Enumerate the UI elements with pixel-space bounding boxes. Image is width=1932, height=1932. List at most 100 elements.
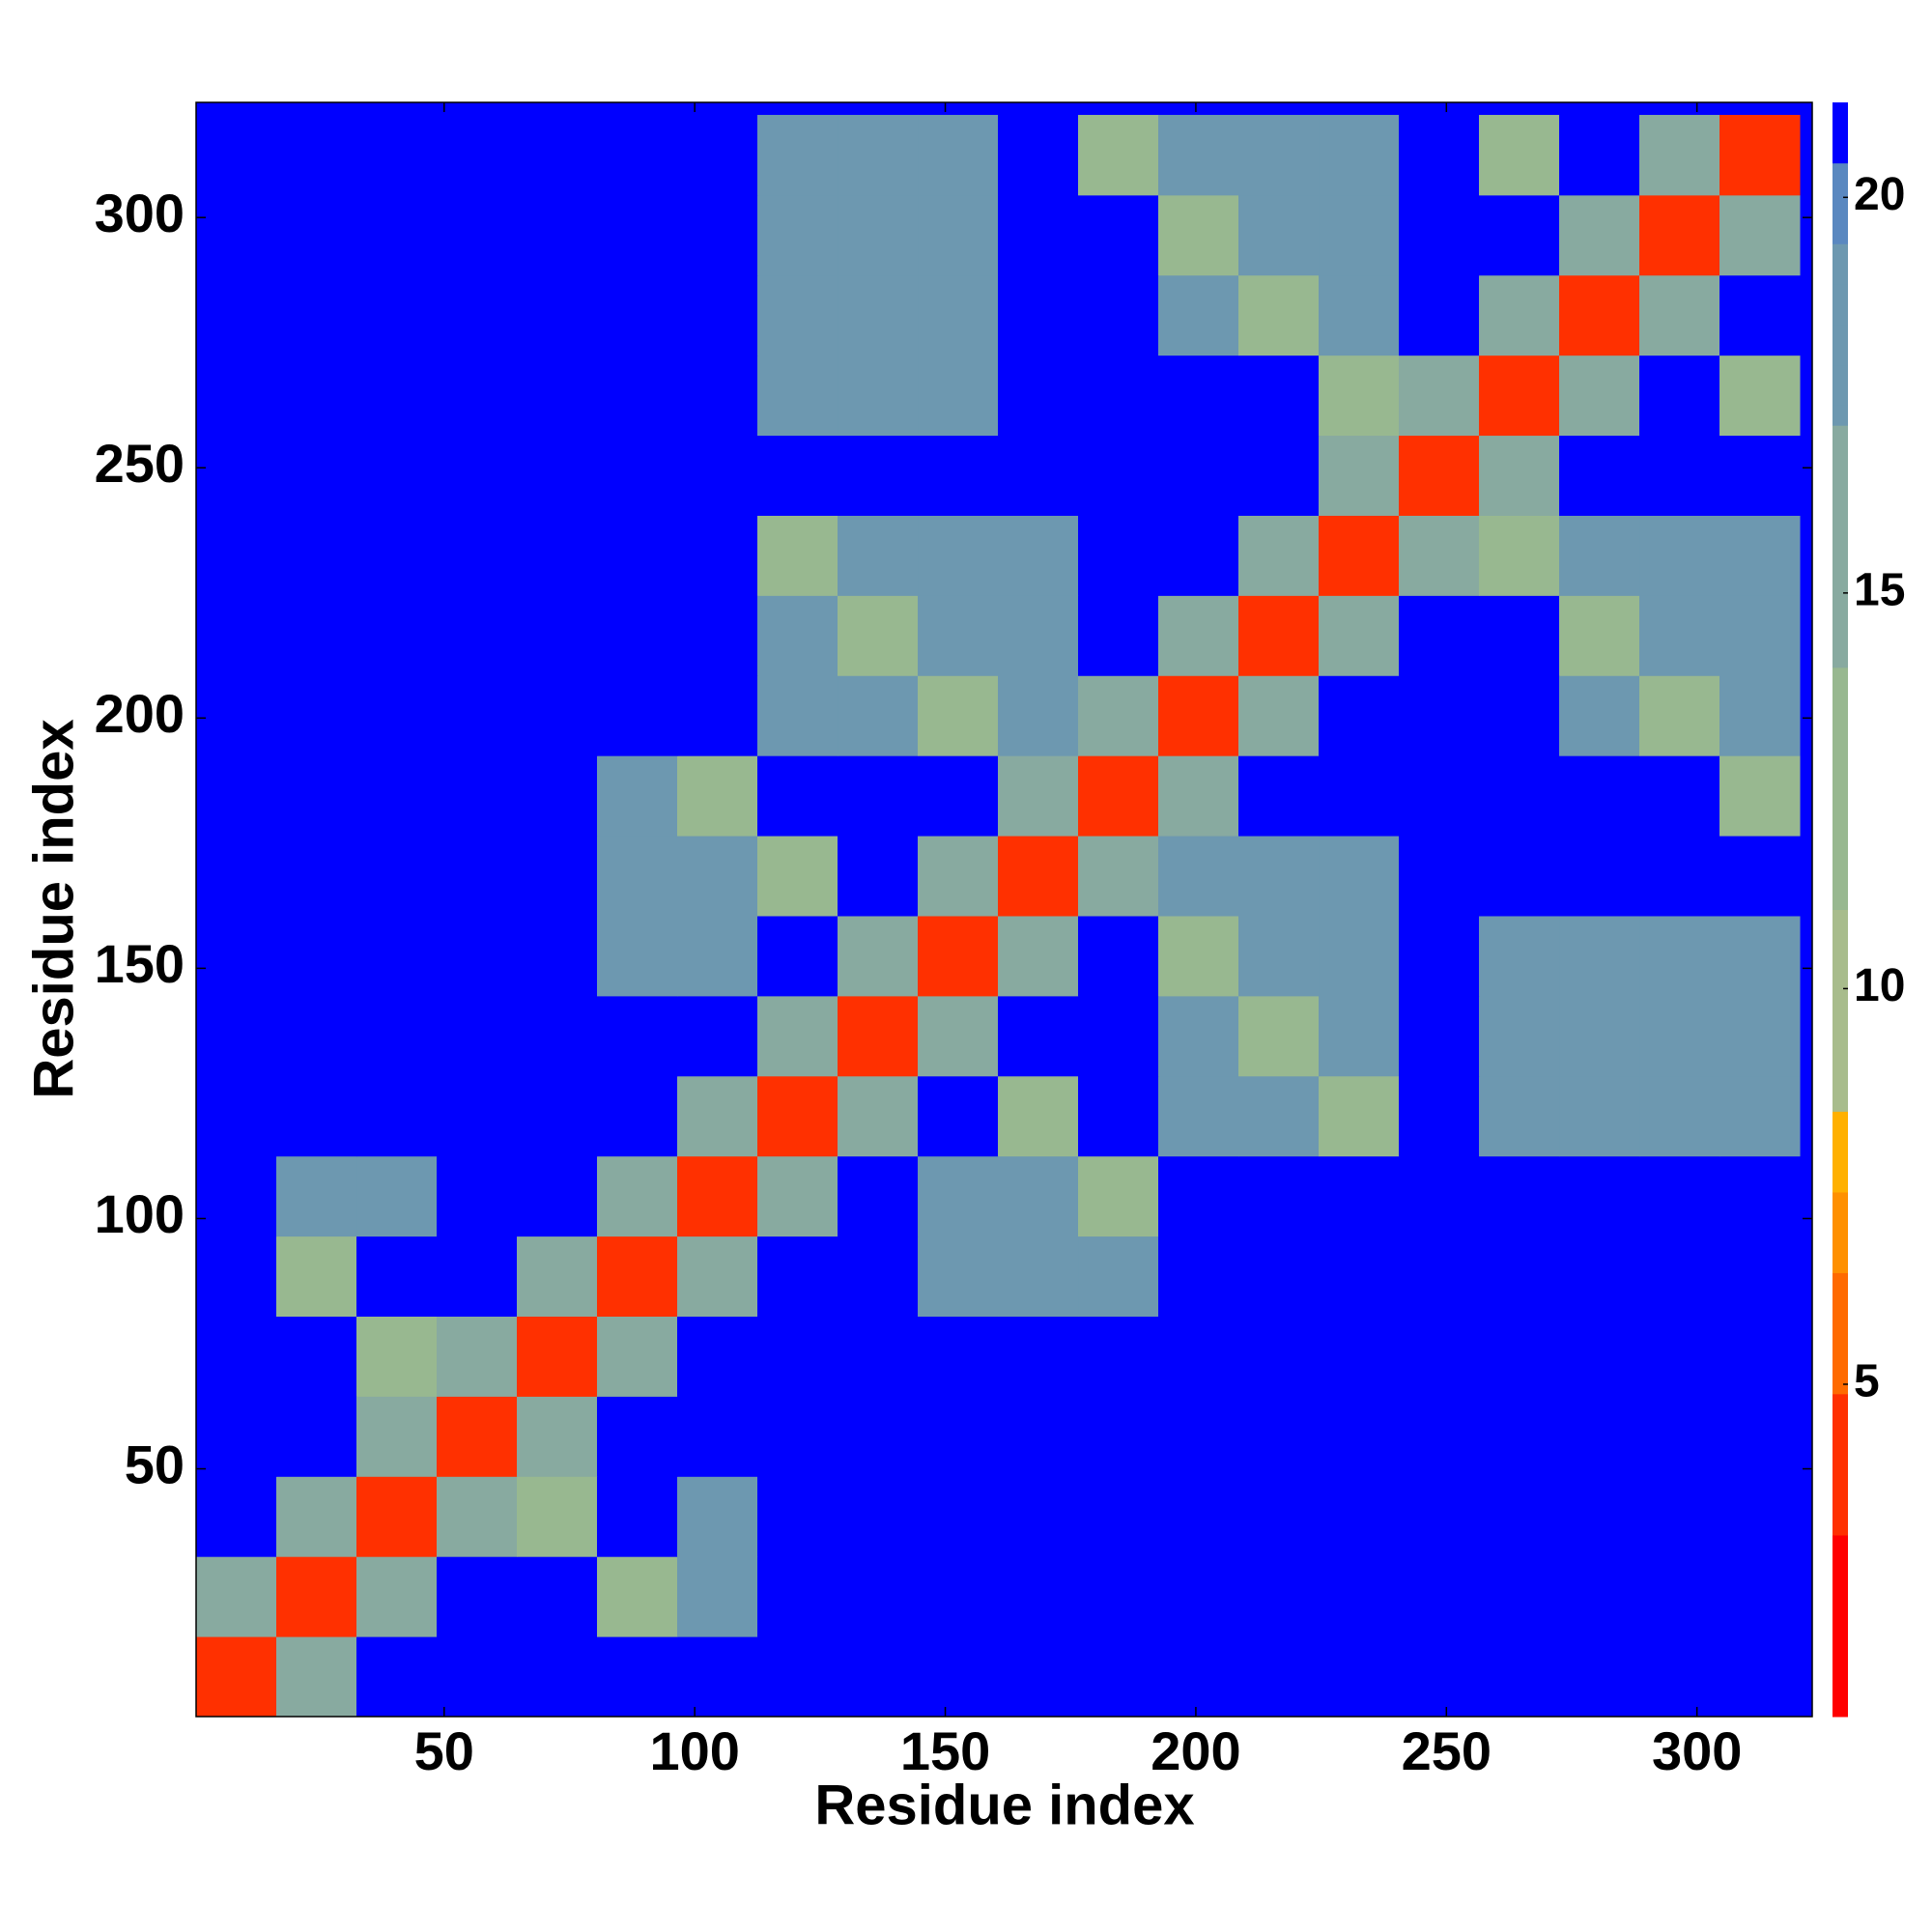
colorbar-band [1833,405,1848,426]
heatmap-cell [998,1556,1079,1637]
heatmap-cell [517,1236,598,1317]
heatmap-cell [1078,995,1159,1077]
heatmap-cell [998,1155,1079,1237]
heatmap-cell [838,355,919,437]
heatmap-cell [437,194,518,276]
heatmap-cell [1238,515,1320,596]
heatmap-cell [838,755,919,837]
heatmap-cell [1399,675,1480,756]
heatmap-cell [1319,194,1400,276]
heatmap-cell [517,515,598,596]
heatmap-cell [437,515,518,596]
heatmap-cell [1639,114,1720,196]
heatmap-cell [998,1396,1079,1477]
heatmap-cell [1238,435,1320,516]
colorbar-band [1833,1575,1848,1597]
heatmap-cell [1479,1476,1560,1557]
heatmap-cell [1399,595,1480,676]
heatmap-cell [1158,1316,1239,1397]
heatmap-cell [918,1075,999,1157]
colorbar-band [1833,546,1848,567]
heatmap-cell [1479,1155,1560,1237]
axes: 50 100 150 200 250 300 50 100 150 200 250 300 [95,101,1813,1781]
heatmap [196,102,1812,1718]
colorbar-tick-label: 10 [1854,960,1905,1011]
heatmap-cell [677,435,758,516]
heatmap-cell [1639,836,1720,917]
heatmap-cell [1559,1396,1640,1477]
heatmap-cell [437,355,518,437]
colorbar-band [1833,1191,1848,1213]
heatmap-cell [1639,915,1720,997]
heatmap-cell [196,1396,277,1477]
heatmap-cell [1078,1396,1159,1477]
heatmap-cell [597,1636,678,1718]
heatmap-cell [437,836,518,917]
heatmap-cell [1078,1236,1159,1317]
heatmap-cell [757,1476,838,1557]
heatmap-cell [1399,274,1480,356]
heatmap-cell [757,515,838,596]
colorbar-band [1833,970,1848,991]
heatmap-cell [1078,1636,1159,1718]
heatmap-cell [1319,995,1400,1077]
colorbar-band [1833,1070,1848,1092]
heatmap-cell [356,1476,438,1557]
heatmap-cell [1158,114,1239,196]
heatmap-cell [597,995,678,1077]
colorbar-band [1833,1434,1848,1455]
heatmap-cell [918,995,999,1077]
colorbar-band [1833,324,1848,346]
heatmap-cell [597,114,678,196]
colorbar-band [1833,142,1848,164]
x-tick-label: 200 [1151,1720,1240,1781]
heatmap-cell [918,355,999,437]
heatmap-cell [1238,194,1320,276]
heatmap-cell [1479,995,1560,1077]
heatmap-cell [517,1316,598,1397]
heatmap-cell [597,1155,678,1237]
heatmap-cell [918,675,999,756]
heatmap-cell [1479,114,1560,196]
heatmap-cell [597,515,678,596]
heatmap-cell [597,836,678,917]
heatmap-cell [998,1476,1079,1557]
heatmap-cell [196,755,277,837]
colorbar-band [1833,1554,1848,1577]
heatmap-cell [1238,836,1320,917]
x-tick-label: 150 [900,1720,990,1781]
heatmap-cell [1078,274,1159,356]
colorbar-band [1833,848,1848,870]
heatmap-cell [1078,515,1159,596]
colorbar-band [1833,465,1848,487]
heatmap-cell [1639,1155,1720,1237]
heatmap-cell [1399,755,1480,837]
heatmap-cell [437,1636,518,1718]
colorbar-band [1833,1474,1848,1495]
heatmap-cell [918,114,999,196]
heatmap-cell [276,915,357,997]
colorbar-band [1833,344,1848,366]
colorbar-band [1833,283,1848,305]
heatmap-cell [677,194,758,276]
heatmap-cell [1639,755,1720,837]
heatmap-cell [1639,1476,1720,1557]
heatmap-cell [196,515,277,596]
heatmap-cell [1559,114,1640,196]
heatmap-cell [276,435,357,516]
colorbar-band [1833,727,1848,749]
y-tick-label: 250 [95,433,185,494]
heatmap-cell [1078,755,1159,837]
colorbar-band [1833,627,1848,648]
heatmap-cell [196,915,277,997]
heatmap-cell [437,675,518,756]
heatmap-cell [1158,515,1239,596]
y-axis-title: Residue index [22,719,85,1098]
heatmap-cell [597,1316,678,1397]
colorbar-band [1833,1393,1848,1415]
heatmap-cell [1319,1396,1400,1477]
heatmap-cell [196,836,277,917]
heatmap-cell [1399,1075,1480,1157]
heatmap-cell [597,1556,678,1637]
heatmap-cell [1078,114,1159,196]
